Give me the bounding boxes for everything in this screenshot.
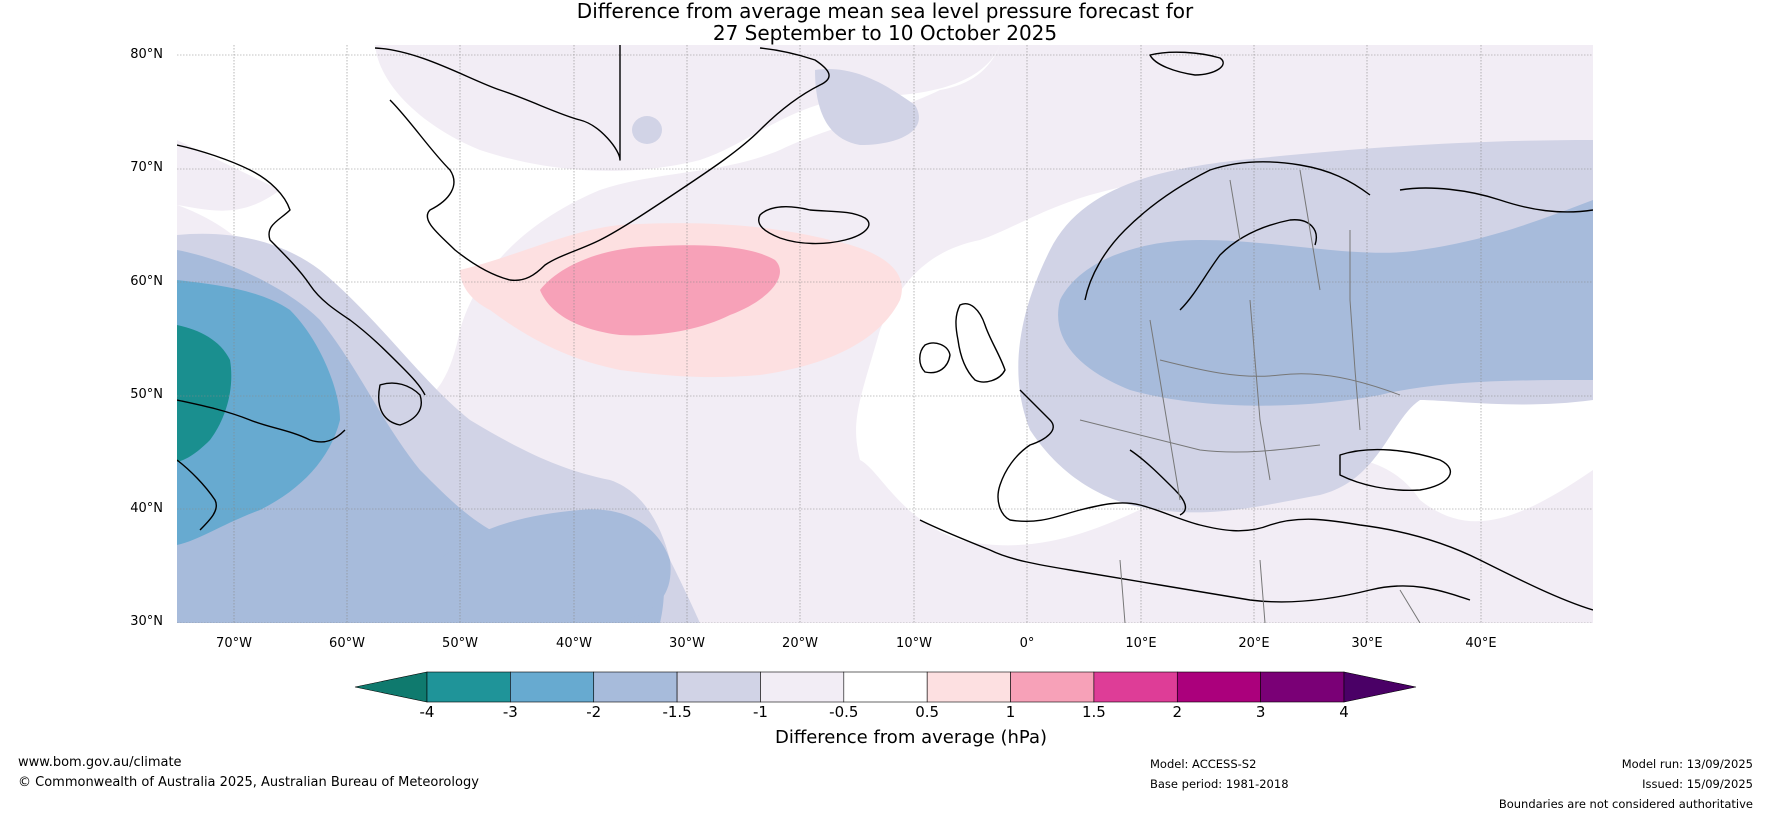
field-neg15-greenland bbox=[815, 69, 919, 145]
colorbar-tick-label: 2 bbox=[1172, 703, 1183, 721]
coast-sweden bbox=[1179, 219, 1317, 311]
colorbar-segment bbox=[593, 671, 678, 703]
footer-model: Model: ACCESS-S2 bbox=[1150, 757, 1257, 771]
colorbar-segment bbox=[1093, 671, 1178, 703]
coast-iceland bbox=[758, 206, 870, 245]
lon-label-50w: 50°W bbox=[442, 636, 478, 651]
coast-greenland bbox=[374, 45, 830, 282]
footer-base-period: Base period: 1981-2018 bbox=[1150, 777, 1289, 791]
lon-label-70w: 70°W bbox=[216, 636, 252, 651]
footer-model-run: Model run: 13/09/2025 bbox=[1621, 757, 1753, 771]
colorbar-segment bbox=[426, 671, 511, 703]
colorbar-segment bbox=[1010, 671, 1095, 703]
lon-label-0: 0° bbox=[1019, 636, 1035, 651]
coast-ireland bbox=[919, 342, 951, 374]
colorbar-extend-low bbox=[354, 671, 428, 703]
colorbar-segment bbox=[1260, 671, 1345, 703]
field-neg4 bbox=[177, 325, 232, 462]
colorbar-label: Difference from average (hPa) bbox=[774, 727, 1048, 748]
footer-disclaimer: Boundaries are not considered authoritat… bbox=[1498, 797, 1753, 811]
lon-label-40e: 40°E bbox=[1465, 636, 1497, 651]
title-line-2: 27 September to 10 October 2025 bbox=[712, 21, 1058, 45]
field-neg1-north bbox=[177, 140, 280, 211]
colorbar-segment bbox=[510, 671, 595, 703]
colorbar bbox=[354, 671, 1417, 703]
lon-label-60w: 60°W bbox=[329, 636, 365, 651]
coast-newfoundland bbox=[378, 382, 422, 426]
colorbar-extend-high bbox=[1343, 671, 1417, 703]
colorbar-segment bbox=[843, 671, 928, 703]
footer-website: www.bom.gov.au/climate bbox=[18, 755, 182, 770]
lon-label-10w: 10°W bbox=[896, 636, 932, 651]
lat-label-80n: 80°N bbox=[130, 47, 163, 62]
coast-norway bbox=[1084, 161, 1371, 301]
coast-black-sea bbox=[1339, 448, 1452, 492]
coast-north-america bbox=[177, 144, 426, 531]
coast-kola bbox=[1399, 187, 1593, 213]
coast-europe bbox=[997, 389, 1593, 611]
colorbar-tick-label: 0.5 bbox=[915, 703, 940, 721]
colorbar-tick-label: -2 bbox=[586, 703, 602, 721]
coast-great-britain bbox=[955, 303, 1006, 383]
colorbar-tick-label: -1.5 bbox=[662, 703, 692, 721]
colorbar-tick-label: -3 bbox=[502, 703, 518, 721]
lon-label-40w: 40°W bbox=[556, 636, 592, 651]
colorbar-segment bbox=[1176, 671, 1261, 703]
lat-label-40n: 40°N bbox=[130, 501, 163, 516]
lon-label-30w: 30°W bbox=[669, 636, 705, 651]
title-line-1: Difference from average mean sea level p… bbox=[576, 0, 1194, 23]
colorbar-tick-label: -4 bbox=[419, 703, 435, 721]
colorbar-segment bbox=[676, 671, 761, 703]
field-neg2-atlantic bbox=[440, 509, 671, 623]
footer-issued: Issued: 15/09/2025 bbox=[1642, 777, 1753, 791]
lon-label-10e: 10°E bbox=[1125, 636, 1157, 651]
field-pos1 bbox=[540, 245, 780, 336]
lat-label-50n: 50°N bbox=[130, 387, 163, 402]
lat-label-30n: 30°N bbox=[130, 614, 163, 629]
colorbar-segment bbox=[926, 671, 1011, 703]
field-neg15-small bbox=[632, 116, 662, 144]
lat-label-70n: 70°N bbox=[130, 160, 163, 175]
footer-copyright: © Commonwealth of Australia 2025, Austra… bbox=[18, 775, 479, 790]
coast-italy bbox=[1129, 449, 1187, 516]
colorbar-tick-label: 1.5 bbox=[1081, 703, 1106, 721]
colorbar-tick-label: 4 bbox=[1339, 703, 1349, 721]
lon-label-20e: 20°E bbox=[1238, 636, 1270, 651]
colorbar-tick-label: 3 bbox=[1255, 703, 1266, 721]
coast-africa bbox=[919, 519, 1471, 603]
lon-label-30e: 30°E bbox=[1351, 636, 1383, 651]
colorbar-tick-label: 1 bbox=[1005, 703, 1016, 721]
colorbar-tick-label: -0.5 bbox=[829, 703, 859, 721]
lat-label-60n: 60°N bbox=[130, 274, 163, 289]
coast-svalbard bbox=[1149, 51, 1224, 76]
colorbar-segment bbox=[760, 671, 845, 703]
lon-label-20w: 20°W bbox=[782, 636, 818, 651]
country-borders bbox=[1079, 169, 1421, 623]
field-neg2-europe bbox=[1058, 200, 1593, 406]
colorbar-tick-label: -1 bbox=[752, 703, 768, 721]
coastlines bbox=[177, 45, 1593, 611]
